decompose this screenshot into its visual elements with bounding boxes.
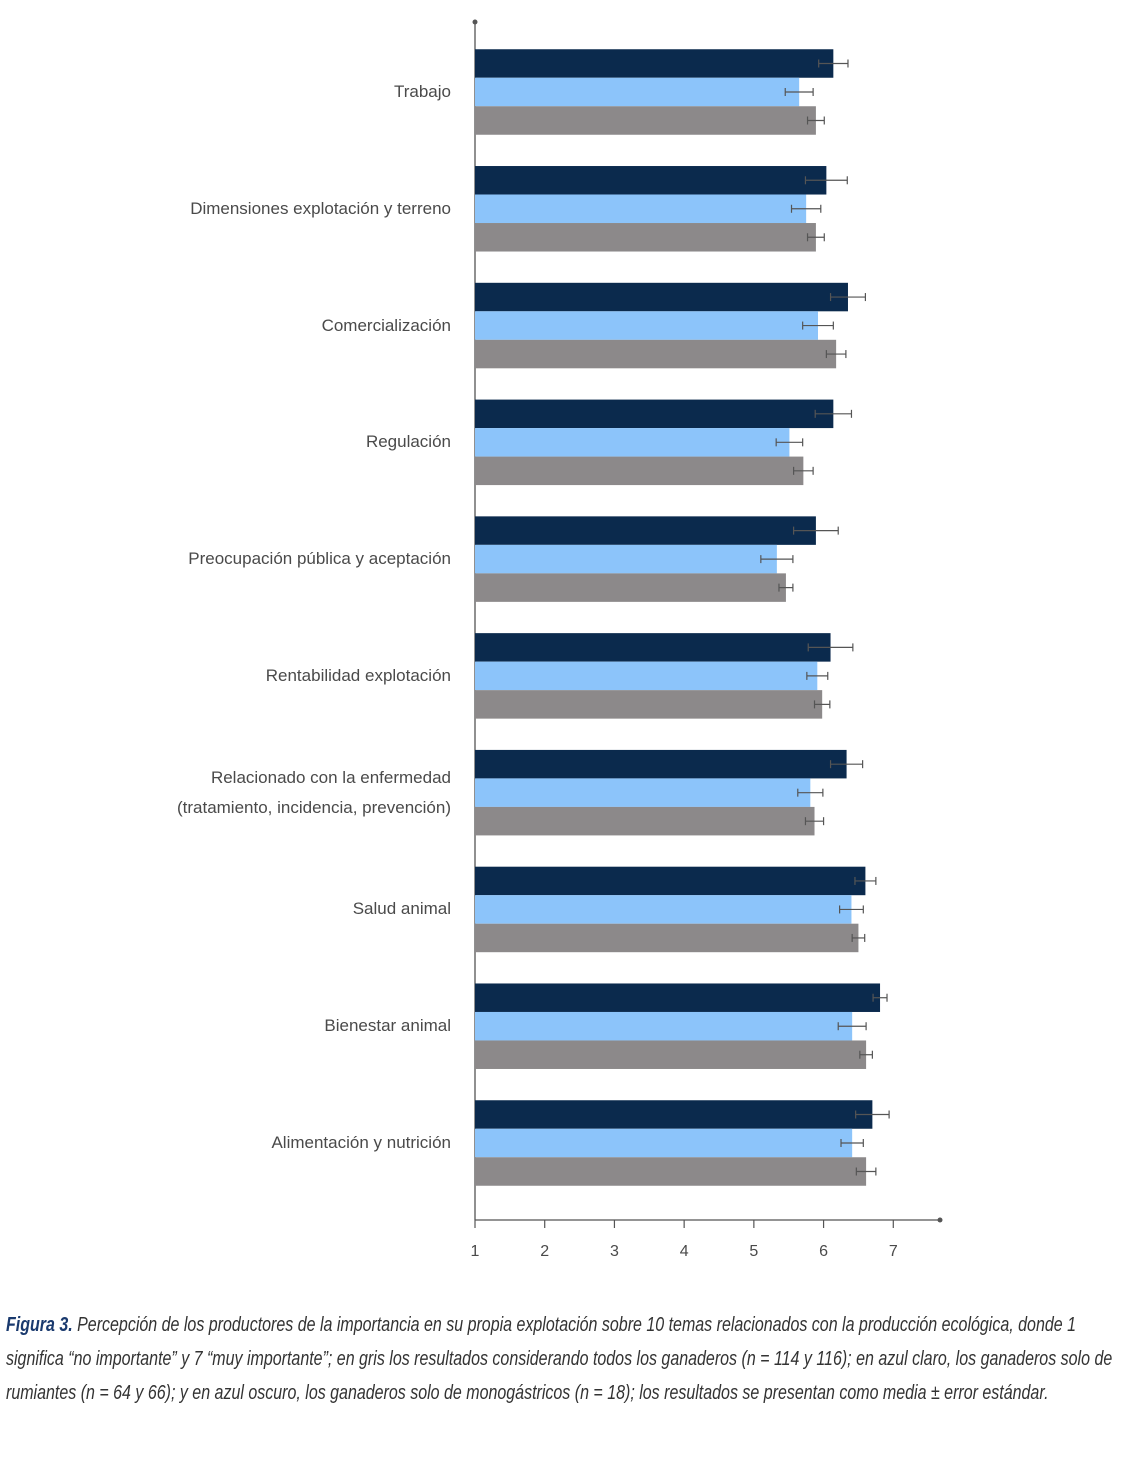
x-tick-label: 3	[610, 1243, 619, 1260]
bar	[475, 282, 848, 312]
error-bar	[855, 1110, 890, 1119]
bar	[475, 1100, 873, 1129]
category-label: Regulación	[365, 432, 451, 452]
error-bar	[806, 671, 829, 680]
error-bar	[872, 993, 888, 1002]
error-bar	[854, 876, 877, 885]
error-bar	[851, 933, 866, 942]
error-bar	[837, 1022, 867, 1031]
error-bar	[814, 409, 853, 418]
error-bar	[807, 643, 854, 652]
error-bar	[813, 700, 831, 709]
x-tick-label: 1	[471, 1243, 480, 1260]
axis-dot	[937, 1217, 943, 1223]
bar	[475, 749, 847, 779]
bar	[475, 339, 837, 369]
bar	[475, 194, 807, 224]
caption: Figura 3. Percepción de los productores …	[6, 1308, 1134, 1410]
bar	[475, 49, 834, 78]
bar	[475, 223, 816, 252]
category-label: Comercialización	[321, 315, 451, 335]
category-label: Dimensiones explotación y terreno	[190, 198, 451, 218]
bar	[475, 544, 777, 574]
error-bar	[806, 116, 825, 125]
caption-label: Figura 3.	[6, 1314, 73, 1336]
error-bar	[825, 350, 847, 359]
category-label: Salud animal	[352, 899, 451, 919]
bar	[475, 77, 800, 107]
bar	[475, 166, 827, 195]
error-bar	[818, 59, 849, 68]
error-bar	[792, 526, 839, 535]
bar	[475, 633, 831, 662]
x-tick-label: 7	[889, 1243, 898, 1260]
bar	[475, 923, 859, 953]
bar	[475, 778, 811, 807]
category-label: Bienestar animal	[324, 1016, 451, 1036]
x-tick-label: 4	[680, 1243, 689, 1260]
error-bar	[802, 321, 834, 330]
category-label: Relacionado con la enfermedad (tratamien…	[176, 767, 451, 817]
bar	[475, 1128, 853, 1158]
x-tick-label: 2	[540, 1243, 549, 1260]
error-bar	[790, 204, 822, 213]
error-bar	[839, 905, 864, 914]
caption-text: Percepción de los productores de la impo…	[6, 1314, 1113, 1404]
x-tick-label: 5	[749, 1243, 758, 1260]
bar	[475, 428, 790, 457]
x-tick-label: 6	[819, 1243, 828, 1260]
bar	[475, 806, 815, 836]
error-bar	[784, 88, 814, 96]
bar	[475, 516, 816, 545]
bar	[475, 661, 818, 691]
chart: 1 2 3 4 5 6 7	[471, 19, 943, 1260]
bar	[475, 106, 816, 135]
category-label: Rentabilidad explotación	[265, 665, 451, 685]
error-bar	[775, 438, 804, 447]
error-bar	[829, 293, 867, 302]
error-bar	[804, 176, 848, 185]
axis-dot	[472, 19, 478, 25]
bar	[475, 866, 866, 896]
category-label: Alimentación y nutrición	[271, 1133, 451, 1152]
bar	[475, 311, 818, 340]
bar	[475, 1040, 867, 1069]
error-bar	[778, 583, 794, 592]
category-label: Preocupación pública y aceptación	[188, 549, 451, 569]
bar	[475, 399, 834, 429]
bar	[475, 573, 786, 602]
error-bar	[859, 1050, 873, 1059]
bar	[475, 456, 804, 486]
bar	[475, 983, 881, 1012]
error-bar	[760, 555, 794, 564]
bar	[475, 895, 852, 924]
error-bar	[797, 788, 824, 797]
error-bar	[855, 1167, 877, 1176]
bar	[475, 1157, 867, 1186]
bar	[475, 690, 823, 719]
error-bar	[829, 760, 864, 769]
category-label: Trabajo	[393, 82, 451, 101]
error-bar	[804, 817, 825, 826]
bar	[475, 1011, 853, 1041]
error-bar	[840, 1139, 864, 1147]
error-bar	[792, 466, 814, 475]
error-bar	[806, 233, 825, 242]
